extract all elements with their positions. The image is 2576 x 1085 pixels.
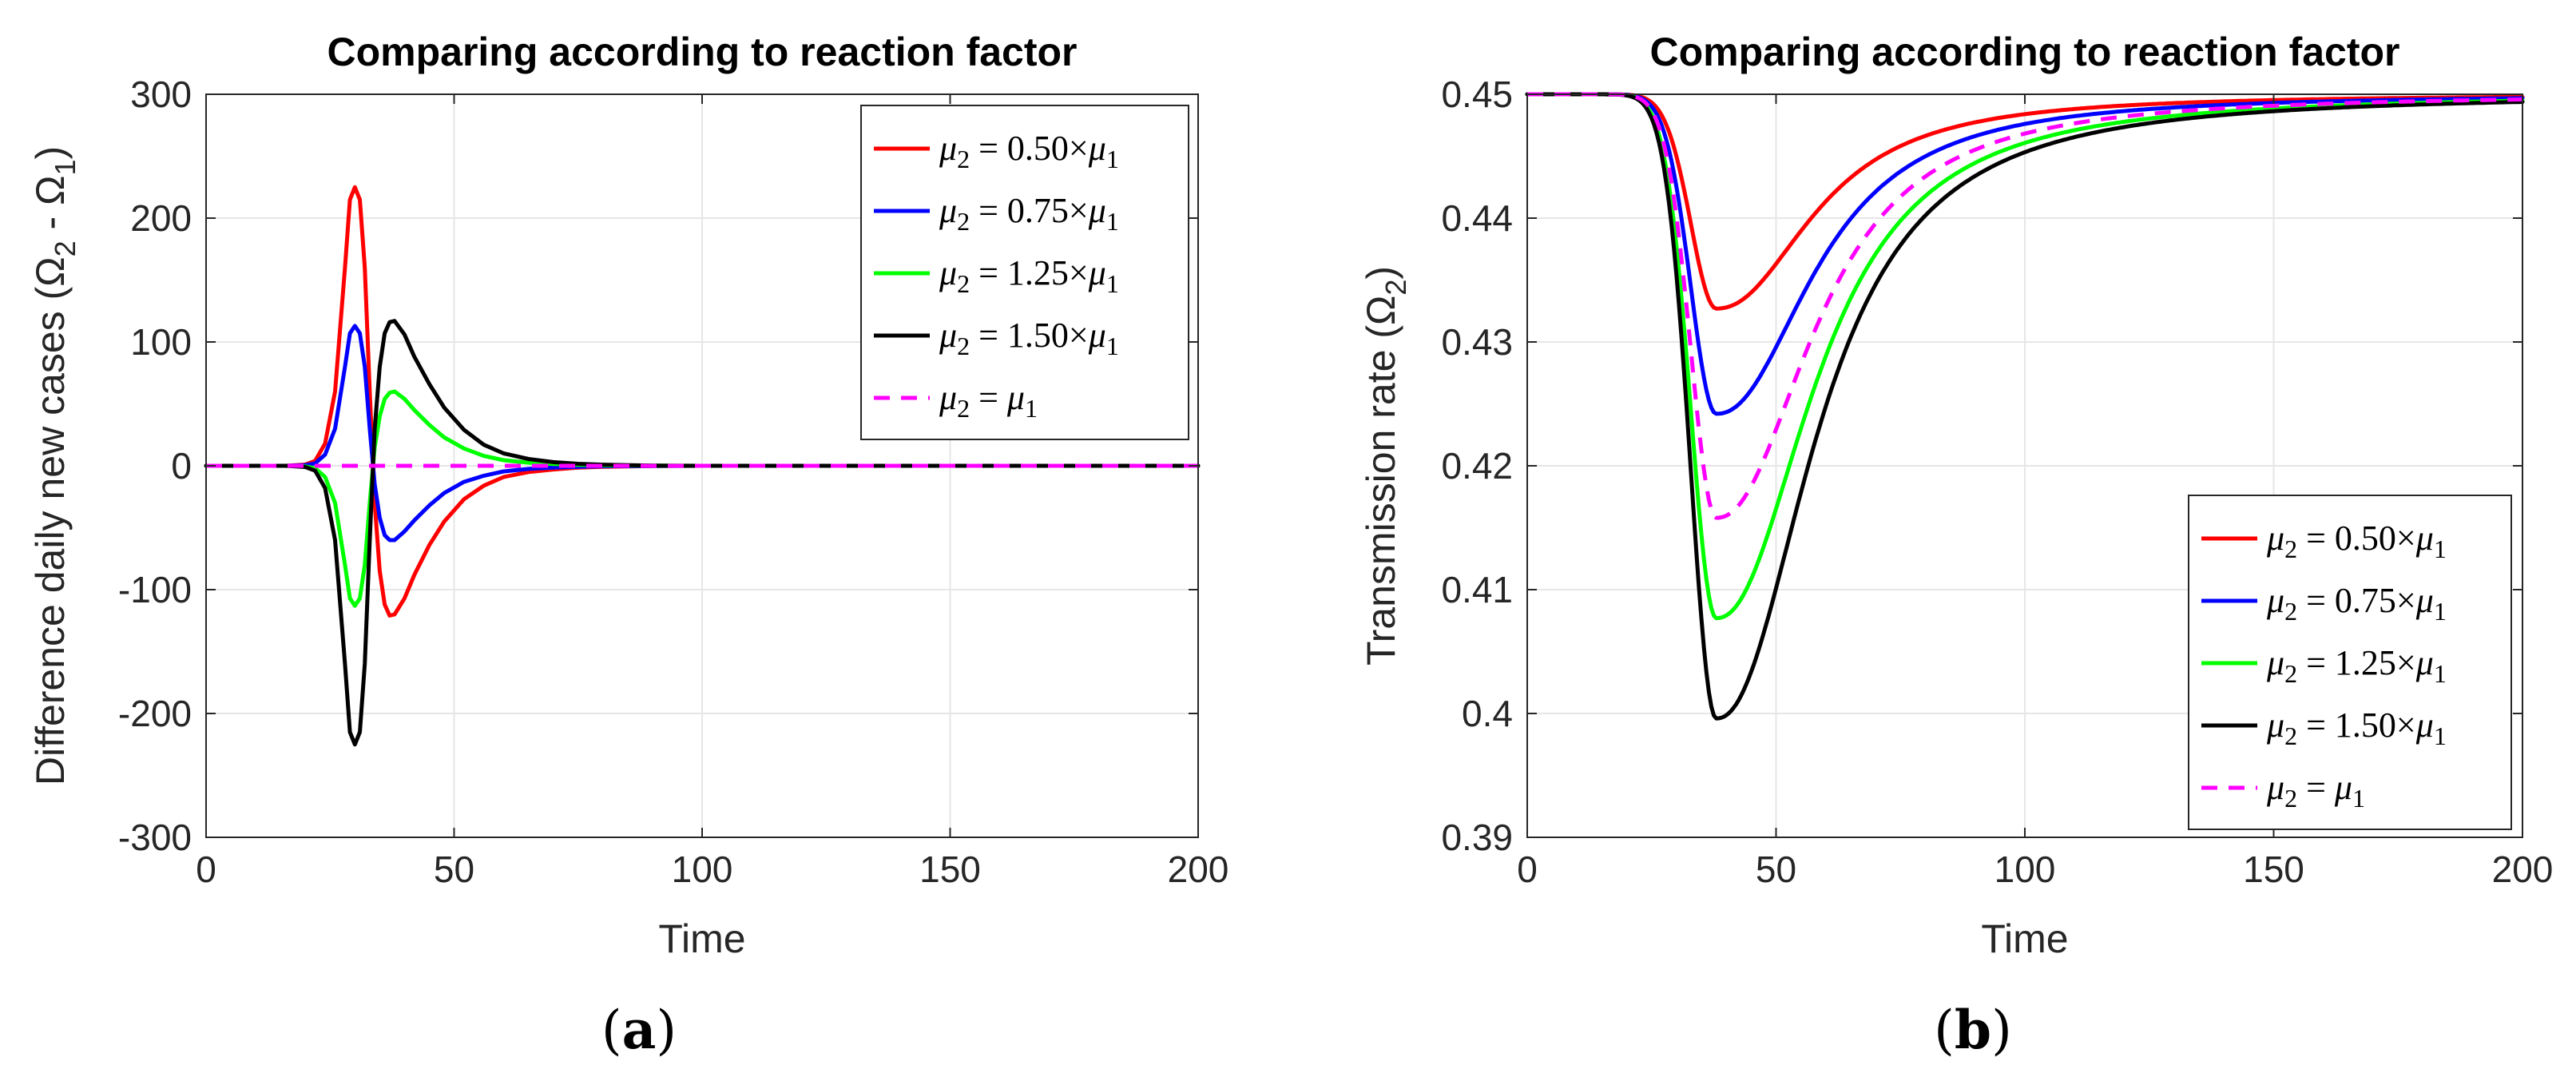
legend-label: μ2 = 1.50×μ1 [2266,705,2447,750]
x-tick-label: 150 [919,849,981,890]
x-tick-label: 150 [2243,849,2304,890]
ticks-a: 0 50 100 150 200 -300 -200 -100 0 100 200 300 [118,74,1228,890]
y-tick-label: -300 [118,817,192,858]
y-tick-label: -200 [118,693,192,734]
legend-label: μ2 = 0.50×μ1 [939,129,1119,173]
x-tick-label: 0 [1517,849,1538,890]
legend-b: μ2 = 0.50×μ1 μ2 = 0.75×μ1 μ2 = 1.25×μ1 μ2 =… [2188,495,2512,830]
x-tick-label: 50 [1756,849,1796,890]
y-tick-label: 0.44 [1441,197,1513,239]
x-tick-label: 200 [2492,849,2554,890]
y-tick-label: 300 [130,74,192,115]
y-tick-label: 0 [171,445,192,487]
legend-label: μ2 = 1.25×μ1 [939,253,1119,298]
y-tick-label: 200 [130,197,192,239]
x-axis-label-b: Time [1981,916,2068,961]
y-tick-label: 0.41 [1441,569,1513,610]
y-tick-label: -100 [118,569,192,610]
legend-label: μ2 = 0.75×μ1 [2266,581,2447,626]
series-lines-a [204,185,1201,747]
y-tick-label: 0.39 [1441,817,1513,858]
y-tick-label: 100 [130,321,192,363]
legend-label: μ2 = 0.75×μ1 [939,191,1119,236]
panel-label-b: (b) [1934,999,2012,1061]
series-line-150-b [1525,92,2525,721]
series-line-075-b [1525,92,2525,416]
chart-b: 0 50 100 150 2000.390.40.410.420.430.440.45 … [1359,30,2553,1061]
y-tick-label: 0.42 [1441,445,1513,487]
legend-a: μ2 = 0.50×μ1 μ2 = 0.75×μ1 μ2 = 1.25×μ1 μ2 =… [860,105,1189,440]
x-tick-label: 100 [672,849,733,890]
y-axis-label-b: Transmission rate (Ω2) [1359,266,1412,666]
series-line-150-a [204,319,1201,747]
y-tick-label: 0.4 [1462,693,1513,734]
legend-label: μ2 = μ1 [2266,768,2365,813]
legend-label: μ2 = 0.50×μ1 [2266,519,2447,563]
series-line-050-b [1525,92,2525,311]
y-axis-label-a: Difference daily new cases (Ω2 - Ω1) [28,146,81,785]
legend-label: μ2 = 1.25×μ1 [2266,643,2447,688]
chart-title-a: Comparing according to reaction factor [327,30,1077,74]
chart-title-b: Comparing according to reaction factor [1649,30,2399,74]
chart-a: 0 50 100 150 200 -300 -200 -100 0 100 200 300 Compa… [28,30,1228,1061]
series-line-075-a [204,324,1201,542]
y-tick-label: 0.43 [1441,321,1513,363]
x-tick-label: 200 [1168,849,1229,890]
y-tick-label: 0.45 [1441,74,1513,115]
ticks-b: 0 50 100 150 200 0.39 0.4 0.41 0.42 0.43 0.44 0.45 [1441,74,2553,890]
legend-label: μ2 = μ1 [939,378,1038,423]
panel-label-a: (a) [601,999,677,1061]
x-axis-label-a: Time [658,916,745,961]
series-lines-b [1525,92,2525,721]
series-line-equal-b [1527,92,2522,520]
x-tick-label: 50 [434,849,474,890]
x-tick-label: 100 [1995,849,2056,890]
legend-label: μ2 = 1.50×μ1 [939,316,1119,360]
x-tick-label: 0 [196,849,216,890]
